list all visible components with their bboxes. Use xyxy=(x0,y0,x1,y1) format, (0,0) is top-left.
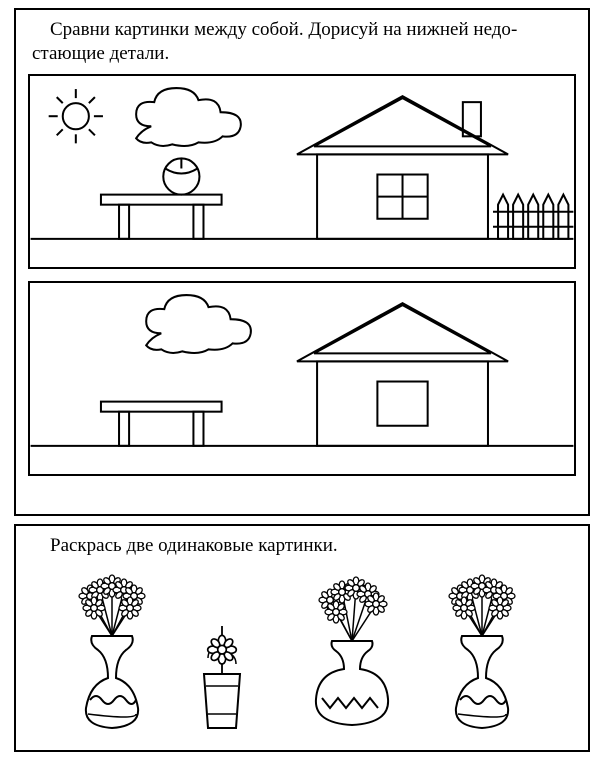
cloud-icon xyxy=(146,295,251,353)
sun-icon xyxy=(49,89,103,143)
scene-bottom xyxy=(28,281,576,476)
cloud-icon xyxy=(136,88,241,146)
task-compare-pictures: Сравни картинки между собой. Дорисуй на … xyxy=(14,8,590,516)
task1-instruction: Сравни картинки между собой. Дорисуй на … xyxy=(32,18,576,66)
window-cross xyxy=(377,174,427,218)
task2-instruction: Раскрась две одинаковые картинки. xyxy=(32,534,576,558)
task-color-identical: Раскрась две одинаковые картинки. xyxy=(14,524,590,752)
fence-icon xyxy=(493,194,573,238)
window-plain xyxy=(377,381,427,425)
house xyxy=(297,96,508,239)
vase-3 xyxy=(316,577,388,725)
vase-1 xyxy=(79,575,145,728)
bench xyxy=(101,194,222,238)
bench xyxy=(101,401,222,445)
scene-top xyxy=(28,74,576,269)
vases-row xyxy=(28,566,576,736)
ball-icon xyxy=(163,158,199,194)
house xyxy=(297,303,508,446)
vase-4 xyxy=(449,575,515,728)
vase-2 xyxy=(204,626,240,728)
